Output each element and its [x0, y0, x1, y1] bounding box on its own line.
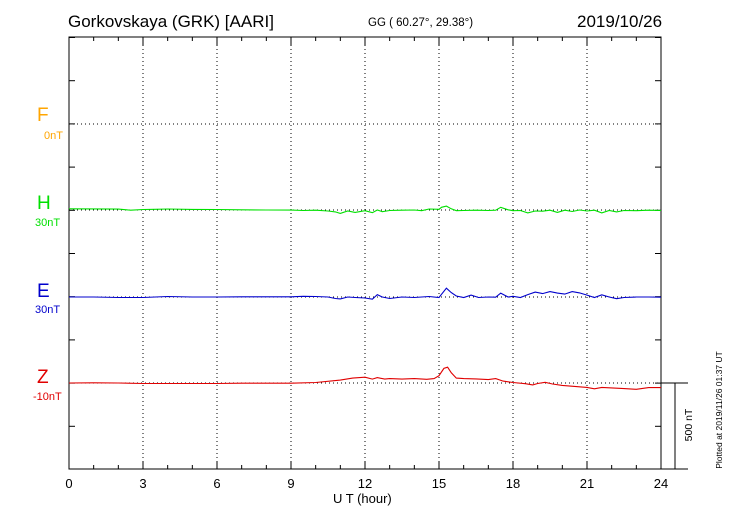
x-tick-label: 21 [580, 476, 594, 491]
series-line-E [69, 287, 662, 300]
coordinates-label: GG ( 60.27°, 29.38°) [368, 17, 474, 29]
component-E-baseline: 30nT [35, 304, 61, 316]
plotted-timestamp: Plotted at 2019/11/26 01:37 UT [714, 351, 724, 469]
component-F-label: F [37, 105, 49, 126]
station-title: Gorkovskaya (GRK) [AARI] [68, 12, 274, 31]
series-line-Z [68, 366, 661, 390]
x-tick-label: 9 [287, 476, 294, 491]
x-tick-label: 0 [65, 476, 72, 491]
component-H-label: H [37, 193, 51, 214]
component-F-baseline: 0nT [44, 130, 63, 142]
x-tick-label: 6 [213, 476, 220, 491]
scale-bar-label: 500 nT [683, 408, 695, 442]
x-tick-label: 15 [432, 476, 446, 491]
component-E-label: E [37, 281, 50, 302]
x-axis-label: U T (hour) [333, 491, 392, 506]
x-tick-label: 3 [139, 476, 146, 491]
component-H-baseline: 30nT [35, 217, 61, 229]
component-Z-label: Z [37, 367, 49, 388]
x-tick-label: 18 [506, 476, 520, 491]
component-Z-baseline: -10nT [33, 391, 62, 403]
date-label: 2019/10/26 [577, 12, 663, 31]
series-line-H [68, 205, 662, 214]
x-tick-label: 24 [654, 476, 668, 491]
x-tick-label: 12 [358, 476, 372, 491]
